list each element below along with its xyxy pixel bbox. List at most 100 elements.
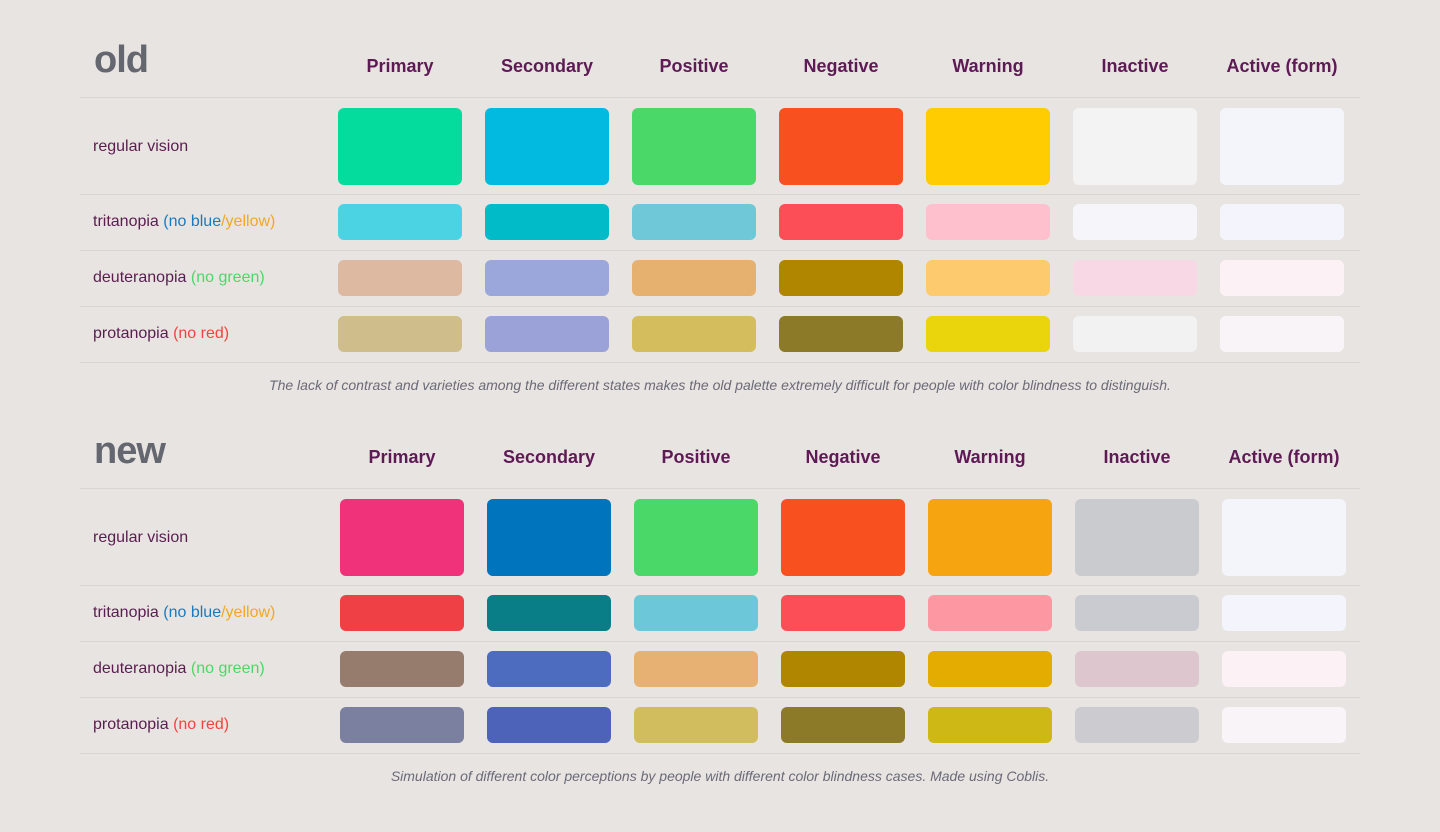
color-swatch-warning xyxy=(928,707,1052,743)
row-label: deuteranopia (no green) xyxy=(93,660,265,678)
vision-type: protanopia xyxy=(93,716,169,733)
vision-note: (no blue xyxy=(163,213,222,230)
section-title: new xyxy=(94,430,166,472)
color-swatch-warning xyxy=(926,260,1050,296)
column-header: Warning xyxy=(954,447,1026,467)
vision-note: (no red) xyxy=(173,716,230,733)
color-swatch-positive xyxy=(634,595,758,631)
section-header: old Primary Secondary Positive Negative Warni… xyxy=(80,39,1360,98)
vision-row: tritanopia (no blue/yellow) xyxy=(80,195,1360,251)
section-old: old Primary Secondary Positive Negative Warni… xyxy=(80,39,1360,393)
row-label: deuteranopia (no green) xyxy=(93,269,265,287)
color-swatch-secondary xyxy=(487,651,611,687)
vision-row: protanopia (no red) xyxy=(80,307,1360,363)
section-caption: Simulation of different color perception… xyxy=(390,768,1050,784)
color-swatch-primary xyxy=(340,707,464,743)
column-header: Active (form) xyxy=(1226,56,1338,76)
color-swatch-secondary xyxy=(487,707,611,743)
color-swatch-inactive xyxy=(1073,108,1197,185)
section-header: new Primary Secondary Positive Negative Warni… xyxy=(80,430,1360,489)
column-header: Secondary xyxy=(500,56,594,76)
color-swatch-warning xyxy=(926,108,1050,185)
row-label: tritanopia (no blue/yellow) xyxy=(93,213,275,231)
column-header: Warning xyxy=(952,56,1024,76)
column-header: Primary xyxy=(366,56,434,76)
column-header: Negative xyxy=(805,447,881,467)
color-swatch-negative xyxy=(781,499,905,576)
vision-type: deuteranopia xyxy=(93,660,187,677)
color-swatch-inactive xyxy=(1075,707,1199,743)
vision-type: regular vision xyxy=(93,529,189,546)
color-swatch-secondary xyxy=(485,260,609,296)
color-swatch-inactive xyxy=(1075,651,1199,687)
color-swatch-warning xyxy=(926,204,1050,240)
color-swatch-warning xyxy=(928,651,1052,687)
color-swatch-active-form xyxy=(1220,316,1344,352)
color-swatch-negative xyxy=(779,260,903,296)
vision-row: protanopia (no red) xyxy=(80,698,1360,754)
column-header: Positive xyxy=(659,56,729,76)
color-swatch-primary xyxy=(338,260,462,296)
color-swatch-secondary xyxy=(485,108,609,185)
color-swatch-negative xyxy=(781,651,905,687)
vision-note: /yellow) xyxy=(221,604,276,621)
vision-note: (no blue xyxy=(163,604,222,621)
color-swatch-positive xyxy=(634,499,758,576)
color-swatch-negative xyxy=(781,595,905,631)
row-label: protanopia (no red) xyxy=(93,325,229,343)
column-header: Negative xyxy=(803,56,879,76)
row-label: tritanopia (no blue/yellow) xyxy=(93,604,275,622)
vision-type: deuteranopia xyxy=(93,269,187,286)
section-title: old xyxy=(94,39,149,81)
color-swatch-secondary xyxy=(487,499,611,576)
column-header: Active (form) xyxy=(1228,447,1340,467)
color-swatch-active-form xyxy=(1220,260,1344,296)
vision-type: tritanopia xyxy=(93,604,159,621)
color-swatch-secondary xyxy=(485,204,609,240)
color-swatch-primary xyxy=(338,204,462,240)
color-swatch-inactive xyxy=(1073,204,1197,240)
color-swatch-positive xyxy=(632,260,756,296)
row-label: regular vision xyxy=(93,529,188,547)
color-swatch-secondary xyxy=(487,595,611,631)
color-swatch-warning xyxy=(926,316,1050,352)
row-label: protanopia (no red) xyxy=(93,716,229,734)
color-swatch-positive xyxy=(632,204,756,240)
color-swatch-active-form xyxy=(1222,595,1346,631)
row-label: regular vision xyxy=(93,138,188,156)
column-header: Inactive xyxy=(1101,56,1169,76)
vision-row: regular vision xyxy=(80,489,1360,586)
vision-row: regular vision xyxy=(80,98,1360,195)
vision-note: (no green) xyxy=(190,660,265,677)
color-swatch-negative xyxy=(779,108,903,185)
vision-type: protanopia xyxy=(93,325,169,342)
column-header: Secondary xyxy=(502,447,596,467)
color-swatch-active-form xyxy=(1222,499,1346,576)
color-swatch-negative xyxy=(779,316,903,352)
color-swatch-warning xyxy=(928,595,1052,631)
vision-type: tritanopia xyxy=(93,213,159,230)
color-swatch-positive xyxy=(632,108,756,185)
color-swatch-inactive xyxy=(1073,260,1197,296)
color-swatch-primary xyxy=(338,108,462,185)
color-swatch-active-form xyxy=(1220,108,1344,185)
vision-type: regular vision xyxy=(93,138,189,155)
color-swatch-primary xyxy=(338,316,462,352)
color-swatch-positive xyxy=(634,651,758,687)
color-swatch-positive xyxy=(632,316,756,352)
color-swatch-primary xyxy=(340,499,464,576)
color-swatch-secondary xyxy=(485,316,609,352)
color-swatch-active-form xyxy=(1222,651,1346,687)
color-swatch-negative xyxy=(779,204,903,240)
color-swatch-inactive xyxy=(1075,595,1199,631)
color-swatch-primary xyxy=(340,595,464,631)
color-swatch-inactive xyxy=(1075,499,1199,576)
section-caption: The lack of contrast and varieties among… xyxy=(269,377,1171,393)
vision-row: tritanopia (no blue/yellow) xyxy=(80,586,1360,642)
vision-note: (no red) xyxy=(173,325,230,342)
color-swatch-active-form xyxy=(1220,204,1344,240)
vision-note: (no green) xyxy=(190,269,265,286)
section-new: new Primary Secondary Positive Negative Warni… xyxy=(80,430,1360,784)
color-swatch-active-form xyxy=(1222,707,1346,743)
color-swatch-warning xyxy=(928,499,1052,576)
